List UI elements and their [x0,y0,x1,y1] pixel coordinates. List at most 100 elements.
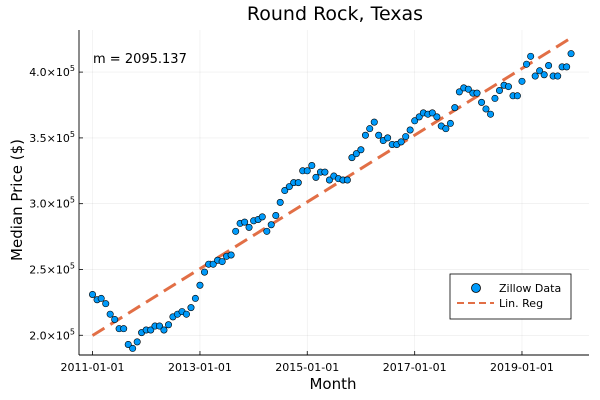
scatter-point [129,344,137,352]
scatter-point [370,118,378,126]
scatter-point [343,176,351,184]
y-tick-label: 3.0×105 [29,196,75,211]
scatter-point [321,168,329,176]
scatter-point [294,179,302,187]
regression-line [91,36,572,337]
scatter-point [567,50,575,58]
scatter-point [263,227,271,235]
y-tick-label: 2.5×105 [29,261,75,276]
scatter-point [348,154,356,162]
scatter-point [473,89,481,97]
scatter-point [446,119,454,127]
scatter-point [106,310,114,318]
scatter-point [361,131,369,139]
scatter-point [455,88,463,96]
scatter-point [312,173,320,181]
scatter-point [433,113,441,121]
scatter-point [281,187,289,195]
y-tick-label: 3.5×105 [29,130,75,145]
scatter-point [352,150,360,158]
scatter-point [384,134,392,142]
scatter-point [540,71,548,79]
x-tick-labels: 2011-01-01 2013-01-01 2015-01-01 2017-01-01… [61,361,554,374]
scatter-point [156,322,164,330]
scatter-point [482,105,490,113]
scatter-point [201,268,209,276]
legend: Zillow Data Lin. Reg [449,273,572,320]
scatter-point [102,300,110,308]
legend-label-zillow: Zillow Data [499,282,561,295]
scatter-point [120,325,128,333]
scatter-point [89,290,97,298]
scatter-point [397,138,405,146]
scatter-point [111,315,119,323]
legend-box [449,273,572,320]
legend-scatter-marker [471,283,481,293]
scatter-point [545,62,553,70]
scatter-point [308,162,316,170]
scatter-point [402,133,410,141]
scatter-point [554,72,562,80]
scatter-point [227,251,235,259]
x-tick-label: 2015-01-01 [275,361,339,374]
scatter-point [241,218,249,226]
scatter-point [478,98,486,106]
scatter-point [531,72,539,80]
scatter-point [147,326,155,334]
scatter-point [187,304,195,312]
x-tick-label: 2017-01-01 [383,361,447,374]
scatter-point [428,109,436,117]
scatter-point [232,227,240,235]
chart-title: Round Rock, Texas [247,3,423,25]
regression-line-layer [91,36,572,337]
scatter-point [267,221,275,229]
grid [79,30,589,355]
scatter-point [487,110,495,118]
scatter-point [325,176,333,184]
scatter-point [160,326,168,334]
scatter-point [218,258,226,266]
scatter-point [124,340,132,348]
scatter-point [411,117,419,125]
scatter-point [518,77,526,85]
scatter-point [272,212,280,220]
scatter-point [375,131,383,139]
scatter-point [563,63,571,71]
scatter-point [196,281,204,289]
x-tick-label: 2019-01-01 [490,361,554,374]
scatter-point [133,338,141,346]
scatter-point [191,294,199,302]
scatter-point [406,126,414,134]
scatter-point [97,294,105,302]
axes [78,30,589,356]
scatter-point [464,85,472,93]
scatter-point [357,146,365,154]
scatter-point [258,213,266,221]
scatter-point [451,104,459,112]
x-tick-label: 2013-01-01 [168,361,232,374]
x-tick-label: 2011-01-01 [61,361,125,374]
scatter-point [523,60,531,68]
y-tick-label: 2.0×105 [29,327,75,342]
scatter-points-layer [89,50,575,352]
scatter-point [245,223,253,231]
scatter-point [285,183,293,191]
legend-label-linreg: Lin. Reg [499,297,543,310]
scatter-point [276,198,284,206]
scatter-point [366,125,374,133]
scatter-point [165,321,173,329]
scatter-point [182,310,190,318]
y-axis-title: Median Price ($) [8,139,26,261]
scatter-point [303,167,311,175]
y-tick-label: 4.0×105 [29,64,75,79]
slope-annotation: m = 2095.137 [93,52,187,67]
scatter-point [209,260,217,268]
scatter-point [513,92,521,100]
y-tick-labels: 2.0×105 2.5×105 3.0×105 3.5×105 4.0×105 [29,64,75,342]
scatter-point [442,125,450,133]
scatter-point [495,87,503,95]
scatter-point [504,83,512,91]
x-axis-title: Month [309,375,356,393]
